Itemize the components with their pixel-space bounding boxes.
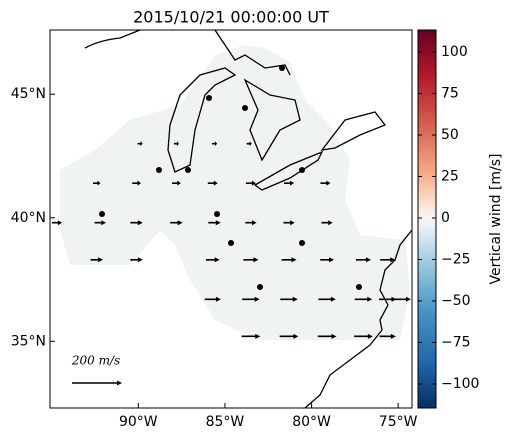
wind-vector xyxy=(93,180,101,186)
scale-label: 200 m/s xyxy=(71,354,120,368)
x-tick-label: 90°W xyxy=(119,414,158,430)
coastline xyxy=(167,67,237,173)
wind-vector xyxy=(212,141,218,147)
colorbar-label: Vertical wind [m/s] xyxy=(488,154,504,285)
wind-vector xyxy=(354,333,373,339)
colorbar-tick-label: 50 xyxy=(441,127,459,143)
wind-vector xyxy=(208,220,221,226)
wind-vector xyxy=(241,333,261,339)
domain-mask xyxy=(60,45,410,340)
wind-vector xyxy=(170,220,183,226)
coastline xyxy=(304,229,412,408)
wind-vector xyxy=(90,257,104,263)
coastline xyxy=(320,111,387,151)
colorbar-tick-label: 100 xyxy=(441,44,468,60)
wind-vector xyxy=(172,180,181,186)
wind-vector xyxy=(205,257,220,263)
wind-vector xyxy=(379,333,396,339)
y-tick-label: 45°N xyxy=(11,86,46,102)
wind-vector xyxy=(320,257,335,263)
wind-vector xyxy=(356,257,372,263)
wind-vector xyxy=(246,141,252,147)
scale-arrow xyxy=(72,380,122,386)
colorbar-tick-label: −25 xyxy=(441,251,471,267)
x-tick-label: 75°W xyxy=(379,414,418,430)
coastline xyxy=(84,30,291,76)
wind-vector xyxy=(281,257,297,263)
x-tick-label: 85°W xyxy=(206,414,245,430)
map-frame xyxy=(49,29,413,409)
wind-vector xyxy=(320,180,331,186)
wind-vector xyxy=(94,220,106,226)
wind-vector xyxy=(318,296,336,302)
wind-vector xyxy=(321,220,333,226)
wind-vector xyxy=(380,257,396,263)
wind-vector xyxy=(279,333,299,339)
wind-vector xyxy=(130,220,143,226)
wind-vector xyxy=(354,296,373,302)
wind-vector xyxy=(392,296,411,302)
wind-vector xyxy=(284,180,295,186)
wind-vector xyxy=(245,220,257,226)
wind-vector xyxy=(280,296,298,302)
wind-vector xyxy=(317,333,337,339)
colorbar-tick-label: 75 xyxy=(441,86,459,102)
wind-vector xyxy=(137,141,143,147)
wind-vector xyxy=(245,180,256,186)
coastline xyxy=(253,150,324,191)
colorbar xyxy=(417,29,437,409)
y-tick-label: 35°N xyxy=(11,333,46,349)
wind-vector xyxy=(283,220,295,226)
colorbar-tick-label: −50 xyxy=(441,293,471,309)
wind-vectors xyxy=(51,141,411,386)
wind-vector xyxy=(379,296,397,302)
y-tick-label: 40°N xyxy=(11,210,46,226)
wind-vector xyxy=(173,141,179,147)
wind-vector xyxy=(51,220,62,226)
city-markers xyxy=(99,65,362,290)
map-layer xyxy=(60,30,412,408)
wind-vector xyxy=(243,257,259,263)
wind-vector xyxy=(242,296,260,302)
wind-vector xyxy=(207,180,218,186)
x-tick-label: 80°W xyxy=(292,414,331,430)
colorbar-tick-label: 0 xyxy=(441,210,450,226)
wind-vector xyxy=(132,180,141,186)
wind-vector xyxy=(204,296,221,302)
colorbar-tick-label: 25 xyxy=(441,169,459,185)
title: 2015/10/21 00:00:00 UT xyxy=(133,8,329,27)
coastline xyxy=(243,78,301,162)
colorbar-tick-label: −75 xyxy=(441,334,471,350)
colorbar-tick-label: −100 xyxy=(441,376,479,392)
wind-vector xyxy=(130,257,143,263)
